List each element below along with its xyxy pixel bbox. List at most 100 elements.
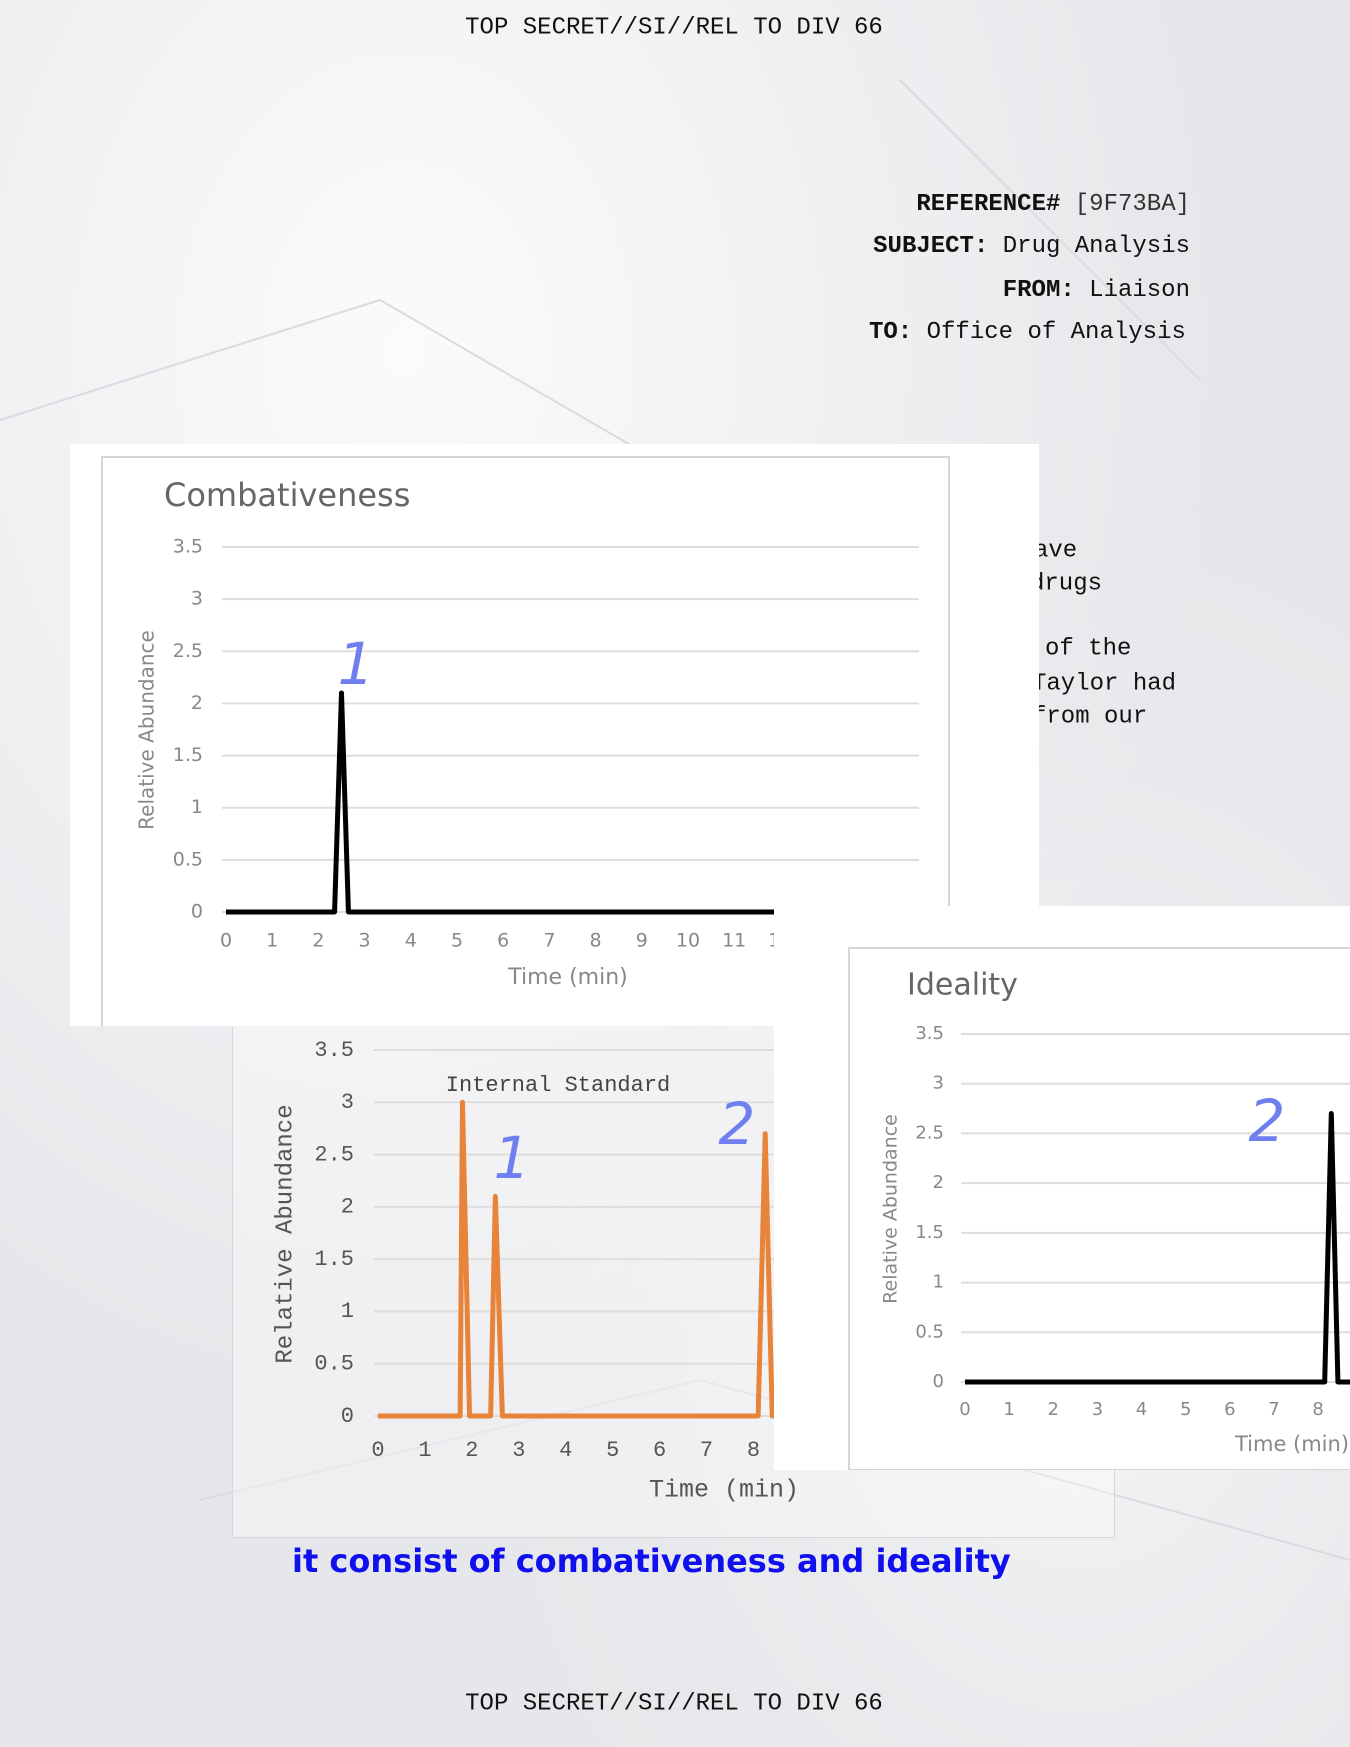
x-tick-label: 2 — [312, 930, 324, 952]
y-tick-label: 1.5 — [314, 1247, 354, 1272]
figure: Combativeness Relative Abundance Time (min… — [70, 444, 1039, 1026]
x-tick-label: 4 — [559, 1438, 572, 1463]
y-tick-label: 2.5 — [314, 1142, 354, 1167]
figure-frame — [101, 456, 950, 1026]
x-tick-label: 2 — [465, 1438, 478, 1463]
y-tick-label: 3 — [341, 1090, 354, 1115]
handwritten-annotation: 2 — [1249, 1087, 1286, 1155]
y-tick-label: 0 — [191, 901, 203, 923]
data-line — [965, 1111, 1350, 1385]
x-tick-label: 7 — [543, 930, 555, 952]
handwritten-annotation: 2 — [719, 1090, 756, 1158]
y-tick-label: 1 — [933, 1272, 944, 1293]
body-fragment: drugs — [1030, 570, 1102, 597]
x-tick-label: 2 — [1048, 1399, 1059, 1420]
body-fragment: ave — [1034, 537, 1077, 564]
y-axis-label: Relative Abundance — [135, 630, 159, 830]
x-tick-label: 11 — [722, 930, 746, 952]
x-tick-label: 7 — [1268, 1399, 1279, 1420]
y-tick-label: 3 — [191, 588, 203, 610]
memo-line: REFERENCE# [9F73BA] — [916, 191, 1190, 218]
figure-frame — [848, 947, 1350, 1470]
y-tick-label: 2 — [933, 1172, 944, 1193]
x-tick-label: 5 — [1180, 1399, 1191, 1420]
y-tick-label: 0 — [933, 1371, 944, 1392]
y-axis-label: Relative Abundance — [880, 1114, 902, 1304]
body-fragment: of the — [1045, 635, 1131, 662]
figure-image — [774, 906, 1350, 1470]
x-tick-label: 6 — [1224, 1399, 1235, 1420]
y-tick-label: 1.5 — [915, 1222, 944, 1243]
x-tick-label: 4 — [405, 930, 417, 952]
memo-value: Liaison — [1089, 277, 1190, 304]
x-tick-label: 9 — [636, 930, 648, 952]
x-tick-label: 0 — [220, 930, 232, 952]
x-tick-label: 8 — [747, 1438, 760, 1463]
y-tick-label: 3.5 — [173, 536, 203, 558]
y-tick-label: 0.5 — [314, 1352, 354, 1377]
x-tick-label: 6 — [653, 1438, 666, 1463]
x-tick-label: 4 — [1136, 1399, 1147, 1420]
footer-classification: TOP SECRET//SI//REL TO DIV 66 — [465, 1690, 883, 1717]
x-axis-label: Time (min) — [1234, 1432, 1349, 1456]
x-tick-label: 0 — [959, 1399, 970, 1420]
figure-title: Combativeness — [164, 476, 410, 514]
memo-label: SUBJECT: — [873, 233, 988, 260]
y-tick-label: 1 — [191, 796, 203, 818]
y-tick-label: 3 — [933, 1073, 944, 1094]
y-tick-label: 0 — [341, 1404, 354, 1429]
x-tick-label: 0 — [371, 1438, 384, 1463]
memo-line: FROM: Liaison — [1003, 277, 1190, 304]
memo-block: REFERENCE# [9F73BA] SUBJECT: Drug Analys… — [869, 191, 1190, 346]
x-axis-label: Time (min) — [649, 1476, 799, 1505]
handwritten-annotation: 1 — [338, 630, 375, 698]
header-classification: TOP SECRET//SI//REL TO DIV 66 — [465, 14, 883, 41]
y-tick-label: 0.5 — [173, 848, 203, 870]
y-tick-label: 2.5 — [173, 640, 203, 662]
memo-value: Drug Analysis — [1003, 233, 1190, 260]
y-tick-label: 2 — [341, 1195, 354, 1220]
figure: Ideality Relative Abundance Time (min) 0 0.5… — [774, 906, 1350, 1470]
x-tick-label: 8 — [1312, 1399, 1323, 1420]
x-tick-label: 5 — [451, 930, 463, 952]
memo-label: FROM: — [1003, 277, 1075, 304]
figures: Internal Standard Relative Abundance Time … — [70, 444, 1350, 1538]
x-tick-label: 6 — [497, 930, 509, 952]
memo-value: Office of Analysis — [927, 319, 1186, 346]
memo-line: TO: Office of Analysis — [869, 319, 1186, 346]
memo-label: REFERENCE# — [916, 191, 1060, 218]
x-tick-label: 7 — [700, 1438, 713, 1463]
y-tick-label: 2.5 — [915, 1122, 944, 1143]
body-text: ave drugs of the Taylor had from our — [1030, 537, 1176, 730]
figure-title: Ideality — [907, 968, 1018, 1003]
data-line — [226, 690, 919, 915]
y-axis-label: Relative Abundance — [272, 1104, 299, 1363]
x-tick-label: 5 — [606, 1438, 619, 1463]
x-tick-label: 1 — [1003, 1399, 1014, 1420]
memo-value: [9F73BA] — [1075, 191, 1190, 218]
x-tick-label: 1 — [266, 930, 278, 952]
y-tick-label: 1 — [341, 1299, 354, 1324]
x-tick-label: 1 — [418, 1438, 431, 1463]
x-tick-label: 10 — [676, 930, 700, 952]
x-tick-label: 3 — [1092, 1399, 1103, 1420]
x-tick-label: 3 — [512, 1438, 525, 1463]
y-tick-label: 2 — [191, 692, 203, 714]
handwritten-annotation: 1 — [494, 1124, 531, 1192]
y-tick-label: 3.5 — [915, 1023, 944, 1044]
x-axis-label: Time (min) — [507, 965, 628, 990]
body-fragment: Taylor had — [1032, 670, 1176, 697]
figure-title: Internal Standard — [446, 1073, 670, 1098]
data-line — [378, 1099, 1082, 1419]
x-tick-label: 8 — [590, 930, 602, 952]
y-tick-label: 1.5 — [173, 744, 203, 766]
memo-line: SUBJECT: Drug Analysis — [873, 233, 1190, 260]
y-tick-label: 3.5 — [314, 1038, 354, 1063]
body-fragment: from our — [1032, 703, 1147, 730]
y-tick-label: 0.5 — [915, 1321, 944, 1342]
caption: it consist of combativeness and ideality — [292, 1542, 1011, 1580]
x-tick-label: 3 — [359, 930, 371, 952]
memo-label: TO: — [869, 319, 912, 346]
